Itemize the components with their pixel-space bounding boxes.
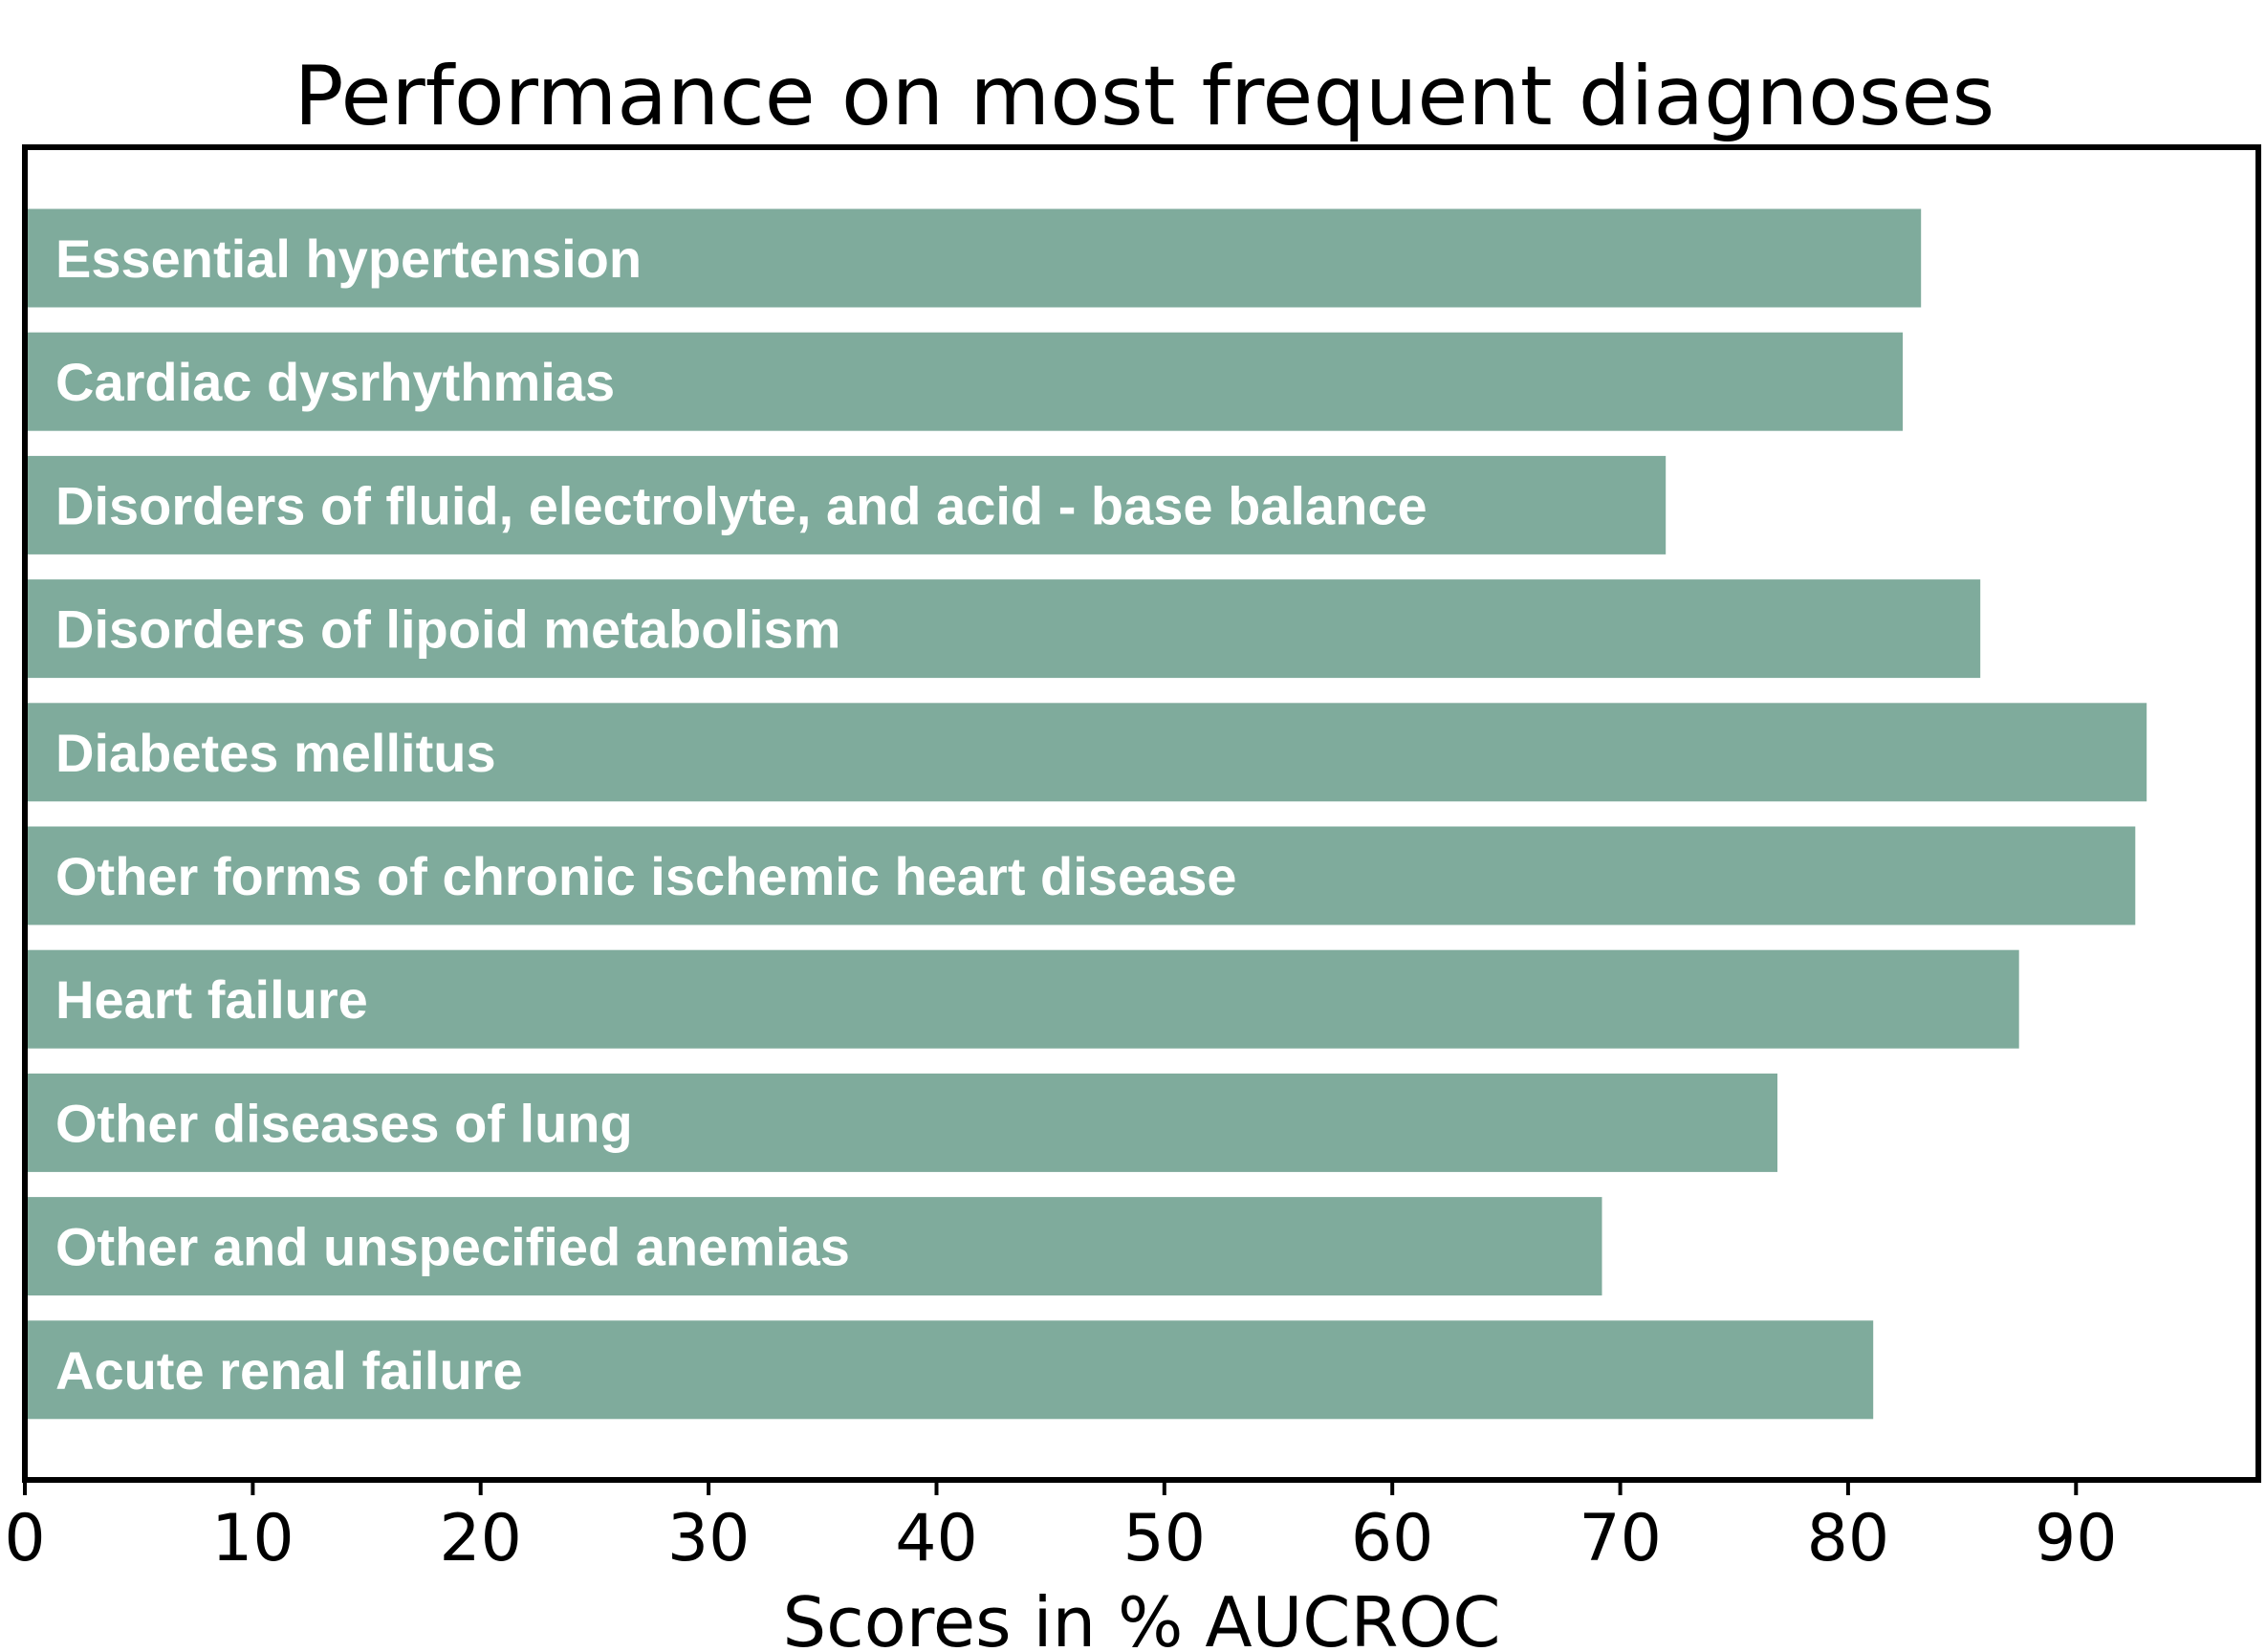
bar-label: Disorders of lipoid metabolism: [55, 599, 840, 660]
x-tick-label: 10: [211, 1501, 294, 1576]
x-tick-label: 40: [895, 1501, 978, 1576]
bar: [25, 1197, 1602, 1296]
x-tick-label: 30: [667, 1501, 751, 1576]
x-axis-ticks: 0 10 20 30 40 50 60 70 80 90: [4, 1480, 2118, 1576]
bar: [25, 579, 1981, 679]
bar-label: Cardiac dysrhythmias: [55, 352, 615, 412]
bar-label: Other forms of chronic ischemic heart di…: [55, 846, 1237, 906]
chart-title: Performance on most frequent diagnoses: [294, 49, 1995, 144]
x-tick-label: 80: [1807, 1501, 1890, 1576]
plot-frame: [22, 144, 2261, 1483]
bar: [25, 826, 2136, 925]
bar-label: Other diseases of lung: [55, 1093, 633, 1153]
bar: [25, 1320, 1874, 1420]
x-tick-label: 20: [439, 1501, 522, 1576]
bar-label: Disorders of fluid, electrolyte, and aci…: [55, 475, 1427, 535]
bar-label: Acute renal failure: [55, 1340, 523, 1401]
bar-label: Diabetes mellitus: [55, 723, 496, 783]
bar: [25, 455, 1667, 554]
bar: [25, 703, 2147, 802]
bar-label: Other and unspecified anemias: [55, 1217, 850, 1277]
bar-label: Essential hypertension: [55, 228, 642, 289]
bar-labels-group: Essential hypertension Cardiac dysrhythmi…: [55, 228, 1427, 1401]
bar: [25, 949, 2019, 1049]
bar: [25, 1073, 1777, 1172]
x-tick-label: 90: [2035, 1501, 2118, 1576]
x-tick-label: 70: [1579, 1501, 1662, 1576]
x-axis-label: Scores in % AUCROC: [782, 1582, 1500, 1652]
bar: [25, 208, 1922, 308]
x-tick-label: 50: [1123, 1501, 1207, 1576]
bar: [25, 332, 1904, 431]
bars-group: [25, 208, 2147, 1420]
bar-label: Heart failure: [55, 969, 368, 1030]
x-tick-label: 0: [4, 1501, 45, 1576]
x-tick-label: 60: [1351, 1501, 1434, 1576]
